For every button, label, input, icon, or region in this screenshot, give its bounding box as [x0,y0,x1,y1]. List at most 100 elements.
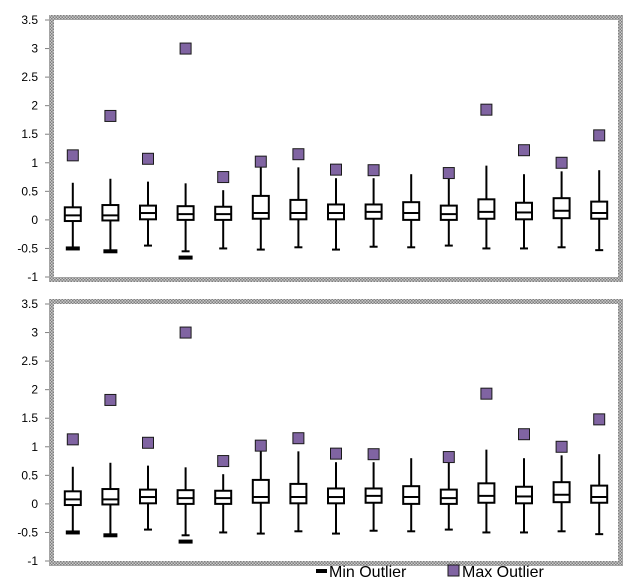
max-outlier-marker [367,448,380,461]
box-body [515,485,533,505]
box-body [101,488,120,506]
box-body [439,204,458,221]
y-tick-label: 0.5 [21,184,38,198]
y-tick-label: 1.5 [21,411,38,425]
min-outlier-marker [178,255,193,260]
box-body [289,482,308,505]
y-tick-label: -0.5 [17,241,38,255]
box-1 [63,149,82,251]
box-body [590,200,609,220]
box-4 [176,42,195,260]
box-body [101,204,120,222]
min-outlier-marker [65,246,80,251]
box-body [251,478,270,504]
max-outlier-marker [104,393,117,406]
y-tick-label: 2 [31,383,38,397]
max-outlier-marker [480,103,493,116]
max-outlier-marker [480,387,493,400]
legend-min-outlier-label: Min Outlier [329,564,407,581]
box-12 [477,387,496,534]
box-6 [251,155,270,251]
box-body [327,487,345,505]
box-body [176,489,195,505]
legend-max-outlier-marker [447,564,460,577]
box-10 [402,458,421,533]
y-tick-label: -0.5 [17,525,38,539]
max-outlier-marker [179,42,192,55]
box-13 [515,144,533,250]
box-5 [214,171,233,250]
max-outlier-marker [142,152,154,165]
max-outlier-marker [555,156,568,169]
box-body [251,194,270,220]
box-15 [590,129,609,252]
max-outlier-marker [593,413,606,426]
y-tick-label: 0 [31,213,38,227]
y-tick-label: 3.5 [21,297,38,311]
box-body [552,197,571,220]
max-outlier-marker [254,155,267,168]
box-2 [101,109,120,254]
box-9 [364,448,383,532]
y-tick-label: 3.5 [21,13,38,27]
box-6 [251,439,270,535]
max-outlier-marker [66,149,79,162]
y-tick-label: -1 [27,554,38,568]
box-7 [289,148,308,249]
box-body [63,490,82,507]
box-4 [176,326,195,544]
max-outlier-marker [179,326,192,339]
box-11 [439,451,458,531]
box-3 [139,152,157,247]
max-outlier-marker [593,129,606,142]
y-tick-label: 3 [31,326,38,340]
box-8 [327,447,345,535]
max-outlier-marker [217,171,230,184]
min-outlier-marker [103,533,118,538]
max-outlier-marker [66,433,79,446]
box-13 [515,428,533,534]
max-outlier-marker [442,167,455,180]
box-11 [439,167,458,247]
box-body [402,485,421,505]
y-tick-label: 3 [31,42,38,56]
legend-max-outlier-label: Max Outlier [462,564,544,581]
legend: Min Outlier Max Outlier [316,564,544,581]
box-body [439,488,458,505]
max-outlier-marker [442,451,455,464]
box-body [289,198,308,221]
box-14 [552,440,571,533]
chart-panel-2: 3.5 3 2.5 2 1.5 1 0.5 0 -0.5 -1 [17,297,623,568]
max-outlier-marker [367,164,380,177]
legend-min-outlier-marker [316,569,327,573]
max-outlier-marker [330,447,342,460]
box-2 [101,393,120,538]
box-5 [214,455,233,534]
box-15 [590,413,609,536]
max-outlier-marker [292,432,305,445]
y-tick-label: -1 [27,270,38,284]
max-outlier-marker [518,428,530,441]
y-tick-label: 1 [31,440,38,454]
y-tick-label: 1.5 [21,127,38,141]
y-tick-label: 0.5 [21,468,38,482]
y-tick-label: 2 [31,99,38,113]
max-outlier-marker [330,163,342,176]
y-tick-label: 0 [31,497,38,511]
box-body [327,203,345,221]
box-body [552,481,571,504]
chart-panel-1: 3.5 3 2.5 2 1.5 1 0.5 0 -0.5 -1 [17,13,623,284]
box-body [402,201,421,221]
box-body [176,205,195,221]
max-outlier-marker [555,440,568,453]
box-14 [552,156,571,249]
min-outlier-marker [178,539,193,544]
min-outlier-marker [65,530,80,535]
box-3 [139,436,157,531]
max-outlier-marker [142,436,154,449]
box-9 [364,164,383,248]
min-outlier-marker [103,249,118,254]
box-1 [63,433,82,535]
